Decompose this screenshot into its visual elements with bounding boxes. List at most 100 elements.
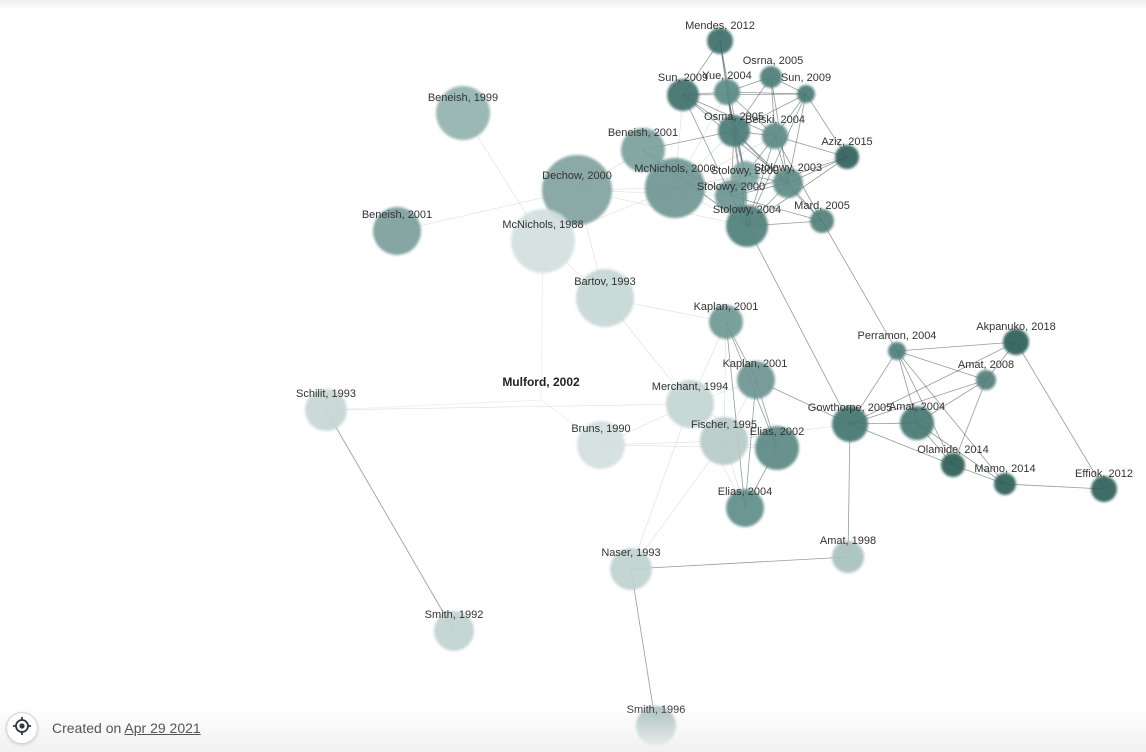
node-merchant1994[interactable]	[666, 380, 714, 428]
edge-sun2009a-sun2009b	[682, 93, 807, 96]
created-date-link[interactable]: Apr 29 2021	[124, 720, 201, 736]
node-beneish2001b[interactable]	[373, 207, 421, 255]
node-label-mcnichols1988[interactable]: McNichols, 1988	[502, 219, 583, 231]
node-amat1998[interactable]	[832, 541, 864, 573]
node-label-bartov1993[interactable]: Bartov, 1993	[574, 276, 636, 288]
node-naser1993[interactable]	[610, 548, 652, 590]
node-gowthorpe2005[interactable]	[832, 406, 868, 442]
node-label-stolowy2004[interactable]: Stolowy, 2004	[713, 204, 781, 216]
node-label-kaplan2001a[interactable]: Kaplan, 2001	[694, 301, 759, 313]
node-kaplan2001b[interactable]	[737, 361, 775, 399]
node-akpanuko2018[interactable]	[1003, 329, 1029, 355]
footer: Created on Apr 29 2021	[6, 712, 201, 744]
node-label-amat2008[interactable]: Amat, 2008	[958, 359, 1014, 371]
node-yue2004[interactable]	[714, 79, 740, 105]
edge-kaplan2001a-elias2004	[725, 321, 746, 509]
node-elias2002[interactable]	[755, 426, 799, 470]
edge-sun2009b-stolowy2003	[787, 93, 807, 184]
node-label-amat1998[interactable]: Amat, 1998	[820, 535, 876, 547]
node-label-elias2004[interactable]: Elias, 2004	[718, 486, 772, 498]
node-dechow2000[interactable]	[542, 155, 612, 225]
node-smith1992[interactable]	[434, 611, 474, 651]
origin-label[interactable]: Mulford, 2002	[502, 375, 580, 389]
node-label-fischer1995[interactable]: Fischer, 1995	[691, 419, 757, 431]
node-label-merchant1994[interactable]: Merchant, 1994	[652, 381, 728, 393]
node-stolowy2003[interactable]	[773, 168, 803, 198]
node-label-elias2002[interactable]: Elias, 2002	[750, 426, 804, 438]
node-belski2004[interactable]	[762, 123, 788, 149]
node-label-smith1996[interactable]: Smith, 1996	[627, 704, 686, 716]
node-label-naser1993[interactable]: Naser, 1993	[601, 547, 660, 559]
node-label-schilit1993[interactable]: Schilit, 1993	[296, 388, 356, 400]
node-label-yue2004[interactable]: Yue, 2004	[702, 70, 752, 82]
edge-mard2005-perramon2004	[821, 220, 898, 352]
node-osrna2005[interactable]	[760, 66, 782, 88]
node-label-sun2009a[interactable]: Sun, 2009	[658, 72, 708, 84]
node-beneish1999[interactable]	[436, 86, 490, 140]
created-prefix: Created on	[52, 720, 122, 736]
node-label-mard2005[interactable]: Mard, 2005	[794, 200, 850, 212]
edge-sun2009b-stolowy2004	[746, 93, 807, 227]
node-elias2004[interactable]	[726, 489, 764, 527]
node-label-mcnichols2000[interactable]: McNichols, 2000	[634, 163, 715, 175]
edge-yue2004-sun2009b	[726, 91, 807, 95]
node-label-stolowy2000a[interactable]: Stolowy, 2000	[711, 165, 779, 177]
node-label-stolowy2000b[interactable]: Stolowy, 2000	[697, 181, 765, 193]
node-label-sun2009b[interactable]: Sun, 2009	[781, 72, 831, 84]
node-label-osrna2005[interactable]: Osrna, 2005	[743, 55, 804, 67]
node-effiok2012[interactable]	[1091, 476, 1117, 502]
node-label-osma2005[interactable]: Osma, 2005	[704, 111, 764, 123]
node-label-gowthorpe2005[interactable]: Gowthorpe, 2005	[808, 402, 892, 414]
edge-kaplan2001b-elias2004	[744, 379, 757, 509]
edge-akpanuko2018-effiok2012	[1015, 341, 1105, 490]
node-perramon2004[interactable]	[888, 342, 906, 360]
node-label-perramon2004[interactable]: Perramon, 2004	[858, 330, 937, 342]
node-label-mamo2014[interactable]: Mamo, 2014	[974, 463, 1035, 475]
edge-gowthorpe2005-akpanuko2018	[849, 341, 1017, 425]
node-label-belski2004[interactable]: Belski, 2004	[745, 114, 805, 126]
edge-sun2009a-belski2004	[682, 94, 776, 137]
node-label-beneish2001b[interactable]: Beneish, 2001	[362, 209, 432, 221]
node-fischer1995[interactable]	[700, 417, 748, 465]
locate-button[interactable]	[6, 712, 38, 744]
node-amat2008[interactable]	[976, 370, 996, 390]
node-label-akpanuko2018[interactable]: Akpanuko, 2018	[976, 321, 1056, 333]
node-beneish2001a[interactable]	[621, 128, 665, 172]
node-label-effiok2012[interactable]: Effiok, 2012	[1075, 468, 1133, 480]
node-layer	[305, 28, 1117, 746]
node-stolowy2000b[interactable]	[715, 180, 747, 212]
node-stolowy2004[interactable]	[726, 205, 768, 247]
node-bartov1993[interactable]	[576, 269, 634, 327]
node-label-olamide2014[interactable]: Olamide, 2014	[917, 444, 989, 456]
node-label-mendes2012[interactable]: Mendes, 2012	[685, 20, 755, 32]
node-amat2004[interactable]	[900, 406, 934, 440]
node-sun2009b[interactable]	[797, 85, 815, 103]
node-label-bruns1990[interactable]: Bruns, 1990	[571, 423, 630, 435]
node-label-aziz2015[interactable]: Aziz, 2015	[821, 136, 872, 148]
node-label-smith1992[interactable]: Smith, 1992	[425, 609, 484, 621]
node-label-beneish1999[interactable]: Beneish, 1999	[428, 92, 498, 104]
node-mendes2012[interactable]	[707, 28, 733, 54]
node-aziz2015[interactable]	[835, 145, 859, 169]
node-kaplan2001a[interactable]	[709, 305, 743, 339]
node-schilit1993[interactable]	[305, 389, 347, 431]
edge-sun2009a-stolowy2000b	[682, 94, 732, 197]
node-mamo2014[interactable]	[994, 473, 1016, 495]
node-bruns1990[interactable]	[577, 421, 625, 469]
node-label-dechow2000[interactable]: Dechow, 2000	[542, 170, 612, 182]
node-mcnichols1988[interactable]	[511, 209, 575, 273]
edge-sun2009b-aziz2015	[805, 93, 848, 158]
node-label-beneish2001a[interactable]: Beneish, 2001	[608, 127, 678, 139]
edge-amat2004-mamo2014	[916, 422, 1006, 485]
edge-perramon2004-amat2008	[896, 350, 987, 381]
node-label-stolowy2003[interactable]: Stolowy, 2003	[754, 162, 822, 174]
node-label-kaplan2001b[interactable]: Kaplan, 2001	[723, 358, 788, 370]
node-mcnichols2000[interactable]	[645, 158, 705, 218]
node-label-amat2004[interactable]: Amat, 2004	[889, 401, 945, 413]
node-sun2009a[interactable]	[667, 79, 699, 111]
node-olamide2014[interactable]	[941, 453, 965, 477]
edge-schilit1993-merchant1994	[325, 403, 691, 411]
node-osma2005[interactable]	[718, 115, 750, 147]
node-mard2005[interactable]	[810, 209, 834, 233]
